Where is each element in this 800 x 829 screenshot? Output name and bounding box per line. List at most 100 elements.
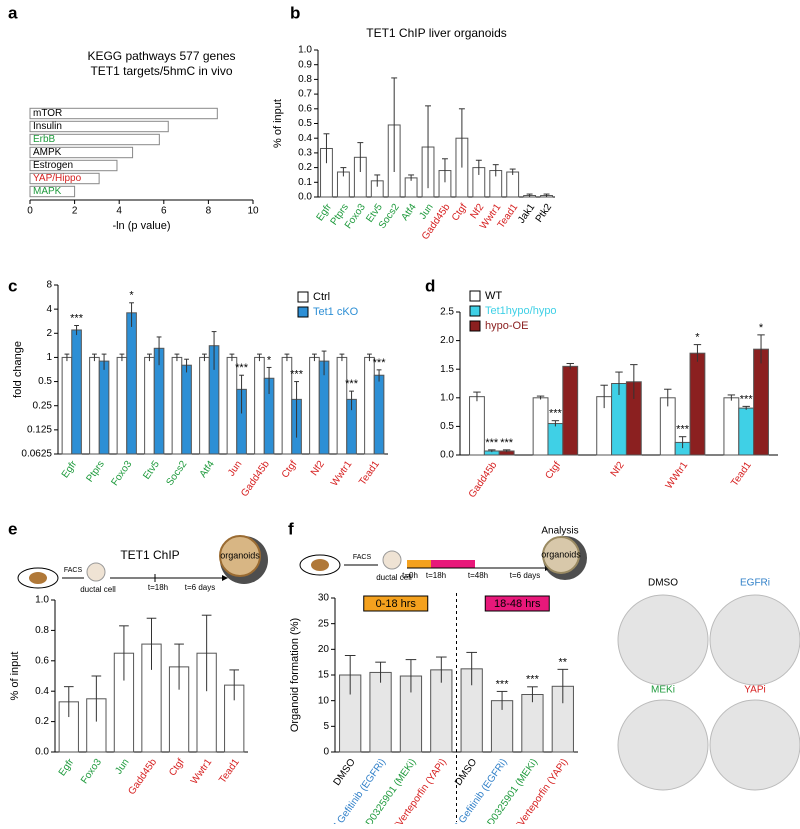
well-image bbox=[709, 594, 800, 686]
category-label: mTOR bbox=[33, 108, 62, 119]
legend-swatch bbox=[469, 320, 481, 332]
y-tick-label: 0.0 bbox=[35, 747, 49, 758]
legend-swatch bbox=[297, 306, 309, 318]
x-tick-label: Tead1 bbox=[729, 460, 754, 489]
y-tick-label: 15 bbox=[318, 670, 330, 681]
x-tick-label: Atf4 bbox=[198, 459, 217, 480]
significance: *** bbox=[235, 362, 249, 374]
bar bbox=[29, 146, 134, 159]
category-label: AMPK bbox=[33, 147, 62, 158]
y-tick-label: 0.9 bbox=[298, 59, 312, 70]
schematic-text: t=18h bbox=[426, 571, 446, 580]
chart-subtitle: TET1 targets/5hmC in vivo bbox=[90, 64, 232, 78]
category-label: YAP/Hippo bbox=[33, 173, 82, 184]
schematic-text: t=6 days bbox=[510, 571, 540, 580]
bar bbox=[29, 120, 169, 133]
legend-label: hypo-OE bbox=[485, 320, 528, 332]
x-tick-label: Egfr bbox=[60, 458, 80, 480]
well-image bbox=[617, 594, 709, 686]
bar bbox=[116, 356, 128, 455]
group-header bbox=[484, 595, 550, 612]
category-label: Insulin bbox=[33, 121, 62, 132]
x-tick-label: 8 bbox=[206, 206, 212, 217]
x-tick-label: Wwtr1 bbox=[189, 757, 215, 787]
chart-title: KEGG pathways 577 genes bbox=[87, 49, 235, 63]
y-tick-label: 0.2 bbox=[35, 716, 49, 727]
bar bbox=[336, 356, 348, 455]
bar bbox=[689, 352, 706, 456]
y-tick-label: 0.5 bbox=[38, 376, 52, 387]
x-tick-label: Tead1 bbox=[217, 757, 242, 786]
significance: *** bbox=[485, 437, 499, 449]
y-tick-label: 0.8 bbox=[35, 625, 49, 636]
category-label: Estrogen bbox=[33, 160, 73, 171]
schematic-text: t=0h bbox=[402, 571, 418, 580]
x-tick-label: Ctgf bbox=[543, 460, 563, 482]
y-tick-label: 0.3 bbox=[298, 148, 312, 159]
schematic: FACS ductal cell t=0h t=18h t=48h t=6 da… bbox=[299, 526, 587, 582]
group-header bbox=[363, 595, 429, 612]
group-label: 0-18 hrs bbox=[376, 598, 417, 610]
bar bbox=[723, 397, 740, 456]
y-tick-label: 1.0 bbox=[440, 392, 454, 403]
significance: * bbox=[759, 322, 764, 334]
panel-label: e bbox=[8, 519, 17, 538]
bar bbox=[469, 396, 485, 456]
y-axis-label: % of input bbox=[272, 99, 284, 148]
bar bbox=[753, 348, 769, 456]
bar bbox=[254, 356, 265, 455]
x-tick-label: Nf2 bbox=[609, 460, 627, 479]
legend-label: Tet1 cKO bbox=[313, 306, 359, 318]
y-tick-label: 20 bbox=[318, 644, 330, 655]
significance: *** bbox=[526, 674, 540, 686]
y-tick-label: 30 bbox=[318, 593, 330, 604]
y-tick-label: 4 bbox=[46, 304, 52, 315]
y-tick-label: 0.0 bbox=[440, 450, 454, 461]
bar bbox=[29, 172, 100, 185]
y-tick-label: 0.1 bbox=[298, 177, 312, 188]
significance: * bbox=[267, 354, 272, 366]
significance: *** bbox=[70, 312, 84, 324]
x-tick-label: Foxo3 bbox=[79, 757, 104, 786]
y-tick-label: 2 bbox=[46, 328, 52, 339]
well-image bbox=[617, 699, 709, 791]
chart-title: TET1 ChIP liver organoids bbox=[366, 26, 507, 40]
schematic-text: TET1 ChIP bbox=[120, 548, 179, 562]
panel-label: c bbox=[8, 276, 17, 295]
image-label: YAPi bbox=[744, 685, 766, 696]
y-axis-label: fold change bbox=[12, 341, 24, 398]
y-tick-label: 8 bbox=[46, 280, 52, 291]
cell-icon bbox=[382, 550, 402, 570]
significance: *** bbox=[740, 393, 754, 405]
x-tick-label: Ctgf bbox=[280, 459, 300, 481]
panel-label: b bbox=[290, 3, 300, 22]
x-axis-label: -ln (p value) bbox=[112, 220, 170, 232]
significance: *** bbox=[345, 378, 359, 390]
well-images: DMSO EGFRi MEKi YAPi bbox=[617, 578, 800, 791]
mouse-liver bbox=[29, 572, 47, 584]
bar bbox=[562, 365, 579, 456]
bar bbox=[364, 356, 375, 455]
y-tick-label: 0.25 bbox=[33, 400, 53, 411]
schematic: FACS ductal cell t=18h t=6 days TET1 ChI… bbox=[17, 535, 268, 594]
treatment-window bbox=[407, 560, 431, 568]
bar bbox=[29, 107, 218, 120]
significance: *** bbox=[290, 368, 304, 380]
bar bbox=[181, 364, 192, 455]
image-label: DMSO bbox=[648, 578, 678, 589]
y-tick-label: 0.4 bbox=[298, 133, 312, 144]
bar bbox=[309, 356, 320, 455]
x-tick-label: Foxo3 bbox=[109, 459, 134, 488]
significance: * bbox=[695, 332, 700, 344]
schematic-text: Analysis bbox=[541, 526, 578, 537]
x-tick-label: Tead1 bbox=[357, 459, 382, 488]
bar bbox=[29, 185, 76, 198]
y-tick-label: 0.7 bbox=[298, 89, 312, 100]
x-tick-label: Jun bbox=[113, 757, 131, 777]
x-tick-label: DMSO bbox=[453, 757, 479, 788]
arrow-head bbox=[222, 575, 228, 581]
x-tick-label: WWtr1 bbox=[664, 460, 691, 492]
bar bbox=[29, 133, 160, 146]
bar bbox=[29, 159, 118, 172]
y-tick-label: 1.0 bbox=[35, 595, 49, 606]
